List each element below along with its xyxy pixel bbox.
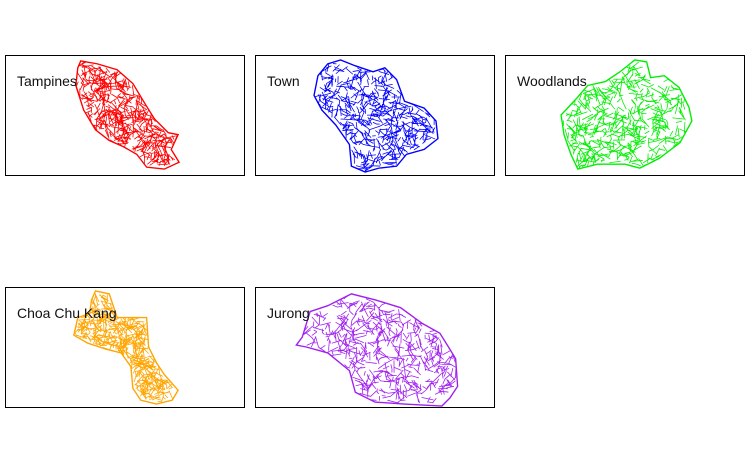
map-panel-town: Town — [255, 55, 495, 176]
panel-title-town: Town — [267, 73, 300, 89]
district-boundary — [295, 293, 459, 407]
panel-title-choa-chu-kang: Choa Chu Kang — [17, 305, 117, 321]
panel-title-tampines: Tampines — [17, 73, 77, 89]
road-network-jurong — [295, 293, 459, 407]
map-panel-tampines: Tampines — [5, 55, 245, 176]
district-boundary — [75, 60, 181, 170]
map-panel-woodlands: Woodlands — [505, 55, 745, 176]
road-network-tampines — [75, 60, 181, 170]
road-segments — [75, 61, 178, 167]
road-segments — [303, 295, 457, 404]
district-boundary — [560, 59, 693, 170]
road-segments — [562, 61, 687, 169]
road-segments — [74, 293, 173, 403]
district-boundary — [313, 59, 439, 173]
panel-title-woodlands: Woodlands — [517, 73, 587, 89]
map-panel-jurong: Jurong — [255, 287, 495, 408]
road-network-woodlands — [560, 59, 693, 170]
map-panel-choa-chu-kang: Choa Chu Kang — [5, 287, 245, 408]
district-boundary — [73, 290, 179, 405]
road-network-choa-chu-kang — [73, 290, 179, 405]
panel-title-jurong: Jurong — [267, 305, 310, 321]
road-segments — [315, 63, 436, 173]
road-network-town — [313, 59, 439, 173]
